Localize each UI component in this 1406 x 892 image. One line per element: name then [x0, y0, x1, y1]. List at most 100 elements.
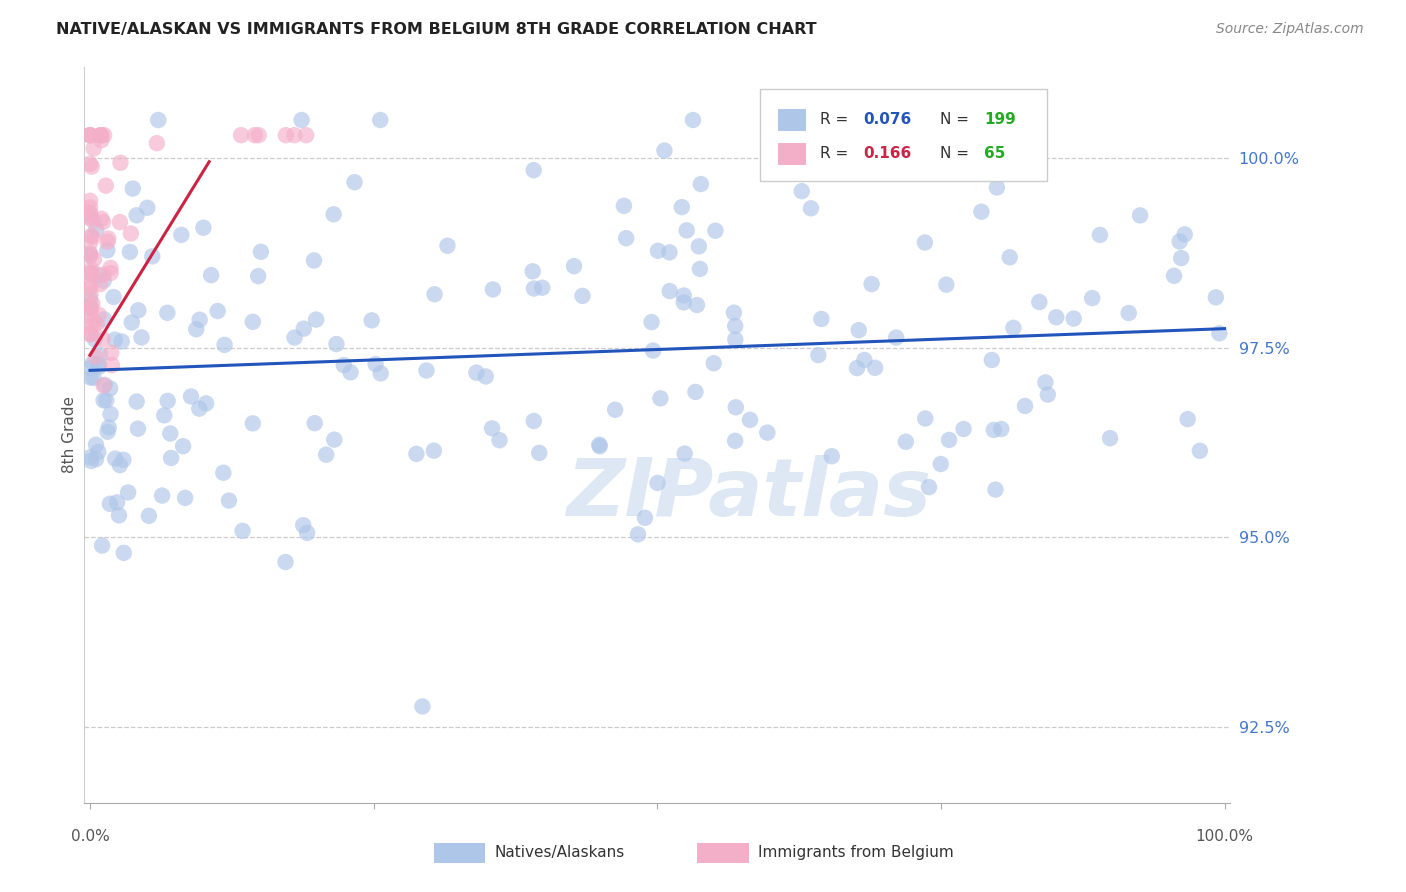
Point	[79, 293, 101, 307]
Point	[250, 244, 273, 259]
Point	[146, 136, 169, 151]
Point	[1170, 251, 1192, 265]
Point	[97, 231, 120, 245]
Point	[689, 262, 711, 277]
Point	[79, 249, 101, 263]
Point	[482, 282, 505, 296]
Text: NATIVE/ALASKAN VS IMMIGRANTS FROM BELGIUM 8TH GRADE CORRELATION CHART: NATIVE/ALASKAN VS IMMIGRANTS FROM BELGIU…	[56, 22, 817, 37]
Point	[423, 443, 446, 458]
Point	[1188, 443, 1211, 458]
Point	[423, 287, 446, 301]
Point	[571, 289, 593, 303]
Point	[370, 367, 392, 381]
Point	[671, 200, 693, 214]
Point	[990, 422, 1012, 436]
Point	[80, 160, 103, 174]
Point	[302, 253, 325, 268]
Point	[172, 439, 194, 453]
Point	[658, 245, 681, 260]
Point	[232, 524, 254, 538]
Point	[984, 483, 1007, 497]
Point	[79, 360, 101, 375]
Point	[415, 363, 437, 377]
Point	[108, 458, 131, 472]
Point	[1118, 306, 1140, 320]
Point	[82, 356, 104, 370]
Point	[87, 308, 110, 322]
Point	[112, 546, 135, 560]
Text: N =: N =	[941, 145, 974, 161]
Point	[654, 144, 676, 158]
Point	[810, 312, 832, 326]
Point	[186, 322, 208, 336]
Point	[82, 318, 104, 333]
Point	[80, 266, 103, 280]
Point	[79, 266, 101, 280]
Point	[682, 113, 704, 128]
Point	[100, 260, 122, 275]
Point	[647, 475, 669, 490]
Point	[242, 417, 264, 431]
Point	[79, 235, 101, 250]
Point	[93, 128, 115, 143]
Point	[673, 446, 696, 460]
Point	[125, 394, 148, 409]
Point	[214, 338, 236, 352]
Point	[1014, 399, 1036, 413]
Text: Natives/Alaskans: Natives/Alaskans	[495, 845, 624, 860]
Point	[79, 309, 101, 323]
Point	[79, 128, 101, 143]
Point	[935, 277, 957, 292]
Point	[990, 155, 1012, 169]
Point	[998, 250, 1021, 264]
Point	[79, 157, 101, 171]
Point	[79, 306, 101, 320]
Text: 100.0%: 100.0%	[1195, 830, 1254, 845]
Point	[323, 433, 346, 447]
Point	[1088, 227, 1111, 242]
Point	[368, 113, 391, 128]
Point	[1081, 291, 1104, 305]
Point	[84, 350, 107, 364]
Point	[531, 281, 554, 295]
Point	[94, 178, 117, 193]
Text: N =: N =	[941, 112, 974, 127]
Point	[1005, 166, 1028, 180]
Point	[98, 381, 121, 395]
Point	[117, 485, 139, 500]
Point	[87, 359, 110, 374]
Point	[93, 274, 115, 288]
Point	[118, 244, 141, 259]
Point	[686, 298, 709, 312]
Point	[481, 421, 503, 435]
Text: 0.0%: 0.0%	[70, 830, 110, 845]
Point	[723, 305, 745, 319]
Point	[304, 416, 326, 430]
Point	[247, 269, 270, 284]
Point	[79, 246, 101, 260]
Point	[97, 420, 120, 434]
Point	[90, 128, 112, 143]
Point	[79, 128, 101, 143]
Point	[522, 264, 544, 278]
Point	[79, 281, 101, 295]
Text: 199: 199	[984, 112, 1015, 127]
Point	[488, 433, 510, 447]
Point	[100, 266, 122, 280]
Point	[84, 222, 107, 236]
Point	[108, 508, 131, 523]
Point	[104, 333, 127, 347]
Point	[159, 426, 181, 441]
Point	[87, 445, 110, 459]
Point	[1163, 268, 1185, 283]
Point	[79, 370, 101, 384]
Point	[588, 438, 610, 452]
Point	[295, 128, 318, 143]
Y-axis label: 8th Grade: 8th Grade	[62, 396, 77, 474]
Point	[1129, 208, 1152, 222]
Point	[1045, 310, 1067, 325]
Point	[650, 392, 672, 406]
Point	[325, 337, 347, 351]
Point	[295, 525, 318, 540]
Point	[141, 249, 163, 263]
